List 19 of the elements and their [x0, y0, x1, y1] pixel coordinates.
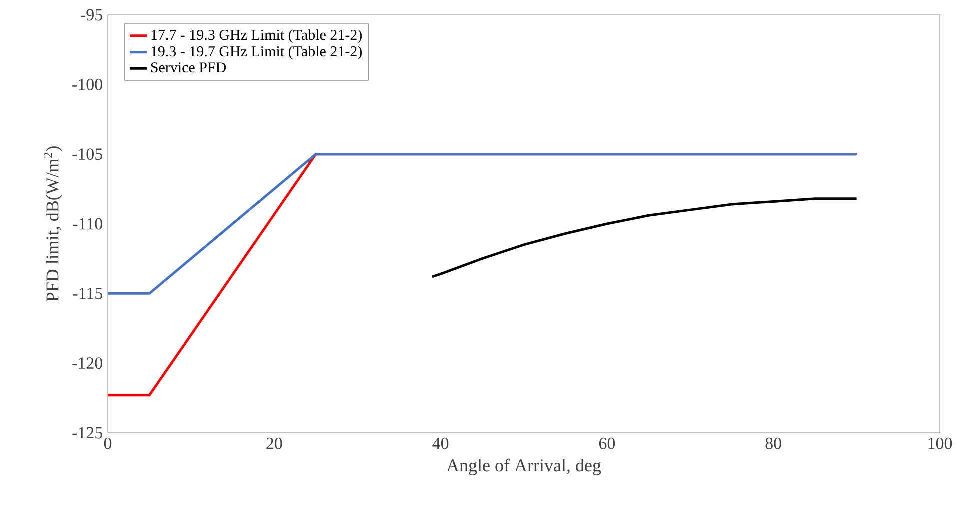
x-axis-title: Angle of Arrival, deg — [446, 458, 602, 476]
line-series — [431, 198, 858, 278]
y-tick-label: -105 — [72, 148, 102, 160]
y-tick-label: -125 — [72, 427, 102, 439]
x-tick-label: 20 — [266, 438, 282, 450]
y-tick-label: -100 — [72, 78, 102, 90]
legend-label: 17.7 - 19.3 GHz Limit (Table 21-2) — [152, 30, 362, 44]
y-tick-label: -95 — [81, 9, 102, 21]
y-axis-title: PFD limit, dB(W/m$^{2}$) — [44, 146, 62, 302]
x-tick-label: 80 — [766, 438, 782, 450]
legend-label: Service PFD — [151, 62, 226, 73]
x-tick-label: 60 — [599, 438, 616, 450]
x-tick-label: 100 — [928, 438, 952, 450]
legend-label: 19.3 - 19.7 GHz Limit (Table 21-2) — [152, 46, 362, 60]
x-tick-label: 40 — [432, 438, 449, 450]
y-tick-label: -110 — [73, 218, 102, 230]
y-tick-label: -120 — [72, 358, 102, 370]
x-tick-label: 0 — [104, 438, 112, 450]
y-tick-label: -115 — [73, 288, 102, 300]
